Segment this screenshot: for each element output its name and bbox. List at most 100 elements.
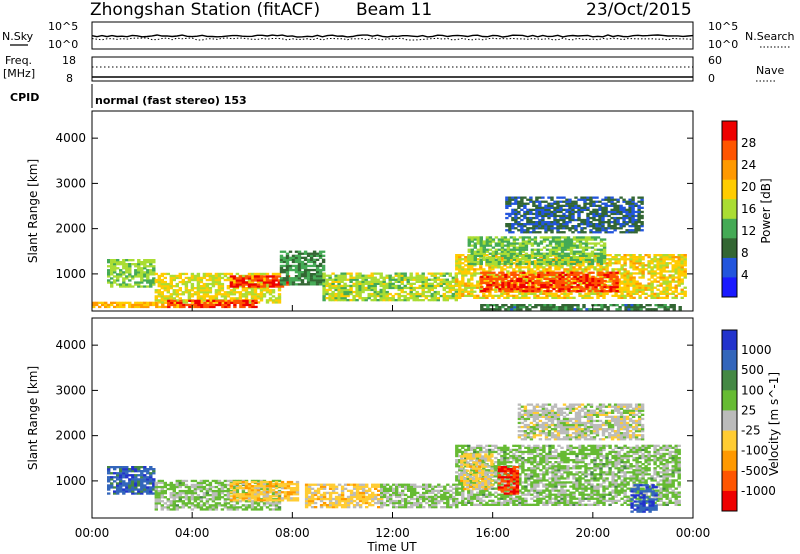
data-cell xyxy=(175,481,179,485)
data-cell xyxy=(617,268,621,271)
data-cell xyxy=(665,264,669,267)
data-cell xyxy=(561,283,565,287)
data-cell xyxy=(538,202,542,205)
data-cell xyxy=(554,258,558,261)
data-cell xyxy=(617,296,621,299)
data-cell xyxy=(241,274,246,278)
data-cell xyxy=(566,258,571,261)
data-cell xyxy=(482,296,486,299)
data-cell xyxy=(563,294,567,297)
data-cell xyxy=(677,258,681,261)
data-cell xyxy=(640,216,644,220)
data-cell xyxy=(279,266,284,270)
data-cell xyxy=(565,210,569,214)
data-cell xyxy=(244,283,249,286)
freq-tick-bottom: 8 xyxy=(66,72,73,85)
data-cell xyxy=(149,472,153,475)
data-cell xyxy=(631,204,635,207)
data-cell xyxy=(214,496,219,499)
data-cell xyxy=(628,206,632,209)
data-cell xyxy=(550,198,554,201)
data-cell xyxy=(480,308,484,311)
data-cell xyxy=(208,489,213,493)
data-cell xyxy=(659,276,663,279)
data-cell xyxy=(140,488,144,491)
data-cell xyxy=(586,214,590,218)
data-cell xyxy=(223,297,228,300)
data-cell xyxy=(612,275,616,278)
data-cell xyxy=(382,278,386,281)
data-cell xyxy=(436,276,440,279)
data-cell xyxy=(214,498,219,501)
data-cell xyxy=(467,284,471,287)
data-cell xyxy=(214,481,219,485)
data-cell xyxy=(509,294,513,297)
data-cell xyxy=(506,294,510,297)
data-cell xyxy=(620,276,624,279)
data-cell xyxy=(128,259,132,262)
data-cell xyxy=(137,482,141,485)
data-cell xyxy=(238,281,243,284)
data-cell xyxy=(250,480,255,484)
nsky-tick-bottom: 10^0 xyxy=(48,38,78,51)
data-cell xyxy=(507,308,511,311)
data-cell xyxy=(157,280,161,284)
data-cell xyxy=(140,305,144,309)
data-cell xyxy=(515,270,519,273)
data-cell xyxy=(486,277,490,280)
data-cell xyxy=(500,246,505,249)
data-cell xyxy=(504,277,508,280)
data-cell xyxy=(285,268,290,272)
data-cell xyxy=(616,208,620,211)
data-cell xyxy=(256,279,261,282)
data-cell xyxy=(526,218,530,222)
data-cell xyxy=(442,299,446,302)
data-cell xyxy=(541,210,545,214)
data-cell xyxy=(501,273,505,276)
data-cell xyxy=(556,231,560,234)
data-cell xyxy=(527,258,532,261)
data-cell xyxy=(294,279,299,282)
data-cell xyxy=(175,282,179,286)
data-cell xyxy=(331,292,335,296)
data-cell xyxy=(191,303,195,307)
data-cell xyxy=(430,274,434,277)
data-cell xyxy=(128,275,132,278)
data-cell xyxy=(515,256,520,259)
data-cell xyxy=(545,294,549,297)
data-cell xyxy=(645,304,649,307)
data-cell xyxy=(479,288,483,291)
data-cell xyxy=(470,278,474,281)
data-cell xyxy=(331,284,335,288)
data-cell xyxy=(523,196,527,199)
data-cell xyxy=(647,266,651,269)
data-cell xyxy=(595,231,599,234)
data-cell xyxy=(445,284,449,288)
data-cell xyxy=(597,277,601,280)
data-cell xyxy=(175,492,179,495)
data-cell xyxy=(518,258,523,261)
data-cell xyxy=(590,260,595,264)
data-cell xyxy=(616,198,620,201)
data-cell xyxy=(566,248,571,251)
data-cell xyxy=(659,268,663,271)
data-cell xyxy=(641,264,645,267)
data-cell xyxy=(567,304,571,307)
data-cell xyxy=(137,301,141,304)
data-cell xyxy=(625,221,629,224)
data-cell xyxy=(181,502,185,505)
data-cell xyxy=(500,236,505,239)
data-cell xyxy=(215,299,219,302)
data-cell xyxy=(514,196,518,199)
data-cell xyxy=(600,304,604,307)
data-cell xyxy=(187,498,192,501)
data-cell xyxy=(601,208,605,211)
data-cell xyxy=(536,254,541,257)
data-cell xyxy=(558,271,562,274)
data-cell xyxy=(134,488,138,491)
data-cell xyxy=(202,492,207,495)
data-cell xyxy=(223,485,228,489)
data-cell xyxy=(259,285,264,288)
data-cell xyxy=(297,275,302,278)
data-cell xyxy=(277,479,282,483)
